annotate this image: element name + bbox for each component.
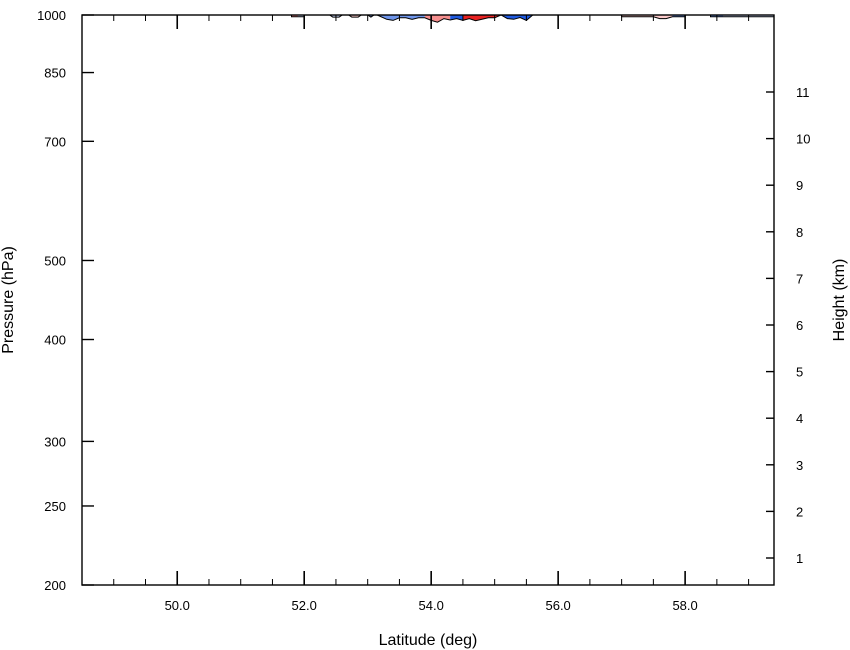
x-axis-title: Latitude (deg) bbox=[379, 632, 478, 649]
height-tick-label: 2 bbox=[796, 504, 803, 519]
terrain-fill bbox=[82, 15, 774, 585]
terrain-layer bbox=[82, 15, 774, 585]
height-tick-label: 3 bbox=[796, 458, 803, 473]
height-tick-label: 4 bbox=[796, 411, 803, 426]
pressure-tick-label: 250 bbox=[44, 499, 66, 514]
x-tick-label: 56.0 bbox=[545, 598, 570, 613]
terrain-outline bbox=[82, 15, 774, 23]
plot-frame bbox=[81, 14, 775, 586]
height-tick-label: 6 bbox=[796, 318, 803, 333]
height-tick-label: 11 bbox=[796, 85, 810, 100]
x-tick-label: 52.0 bbox=[292, 598, 317, 613]
height-tick-label: 5 bbox=[796, 365, 803, 380]
height-tick-label: 8 bbox=[796, 225, 803, 240]
x-tick-label: 54.0 bbox=[419, 598, 444, 613]
height-tick-label: 9 bbox=[796, 178, 803, 193]
height-axis-title: Height (km) bbox=[831, 259, 848, 342]
height-axis: 1 2 3 4 5 6 7 8 9 10 11 bbox=[766, 85, 810, 566]
pressure-tick-label: 700 bbox=[44, 134, 66, 149]
x-tick-label: 58.0 bbox=[672, 598, 697, 613]
pressure-tick-label: 400 bbox=[44, 333, 66, 348]
pressure-tick-label: 200 bbox=[44, 578, 66, 593]
plot-area bbox=[82, 15, 774, 585]
pressure-tick-label: 850 bbox=[44, 66, 66, 81]
x-axis: 50.0 52.0 54.0 56.0 58.0 bbox=[81, 15, 750, 613]
pressure-axis: 200 250 300 400 500 700 850 1000 bbox=[37, 8, 94, 593]
x-tick-label: 50.0 bbox=[165, 598, 190, 613]
pressure-tick-label: 500 bbox=[44, 253, 66, 268]
pressure-tick-label: 1000 bbox=[37, 8, 66, 23]
pressure-axis-title: Pressure (hPa) bbox=[0, 246, 17, 354]
height-tick-label: 1 bbox=[796, 551, 803, 566]
height-tick-label: 7 bbox=[796, 271, 803, 286]
pressure-tick-label: 300 bbox=[44, 434, 66, 449]
height-tick-label: 10 bbox=[796, 132, 810, 147]
